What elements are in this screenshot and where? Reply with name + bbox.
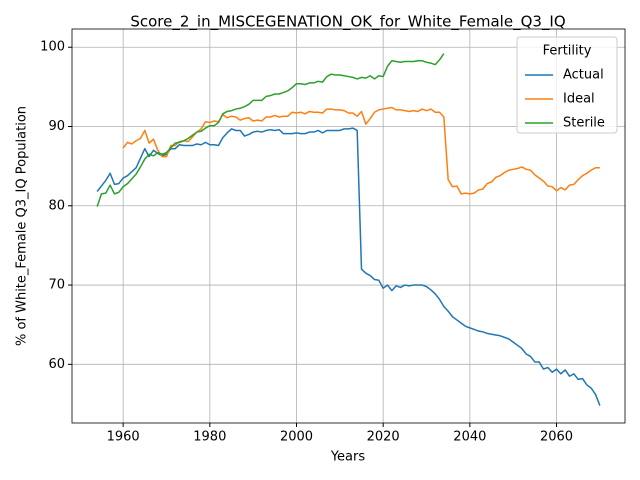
x-tick-label: 2060 — [540, 430, 573, 445]
legend: Fertility Actual Ideal Sterile — [516, 36, 618, 134]
x-axis-label: Years — [330, 450, 366, 465]
x-tick-label: 1960 — [107, 430, 140, 445]
y-tick-label: 100 — [40, 40, 65, 55]
legend-box — [516, 36, 618, 134]
legend-label: Ideal — [563, 92, 595, 107]
legend-label: Actual — [563, 68, 604, 83]
chart-title: Score_2_in_MISCEGENATION_OK_for_White_Fe… — [130, 13, 565, 32]
x-tick-label: 2020 — [367, 430, 400, 445]
legend-title: Fertility — [543, 44, 592, 59]
line-series — [96, 53, 445, 207]
legend-label: Sterile — [563, 116, 605, 131]
x-tick-label: 2000 — [280, 430, 313, 445]
y-axis-label: % of White_Female Q3_IQ Population — [15, 106, 30, 346]
y-tick-label: 90 — [48, 119, 65, 134]
y-tick-label: 80 — [48, 198, 65, 213]
x-tick-label: 2040 — [453, 430, 486, 445]
plot-frame — [71, 28, 626, 424]
y-tick-label: 60 — [48, 357, 65, 372]
x-tick-label: 1980 — [193, 430, 226, 445]
line-series — [96, 127, 601, 406]
y-tick-label: 70 — [48, 278, 65, 293]
line-series — [122, 106, 600, 195]
